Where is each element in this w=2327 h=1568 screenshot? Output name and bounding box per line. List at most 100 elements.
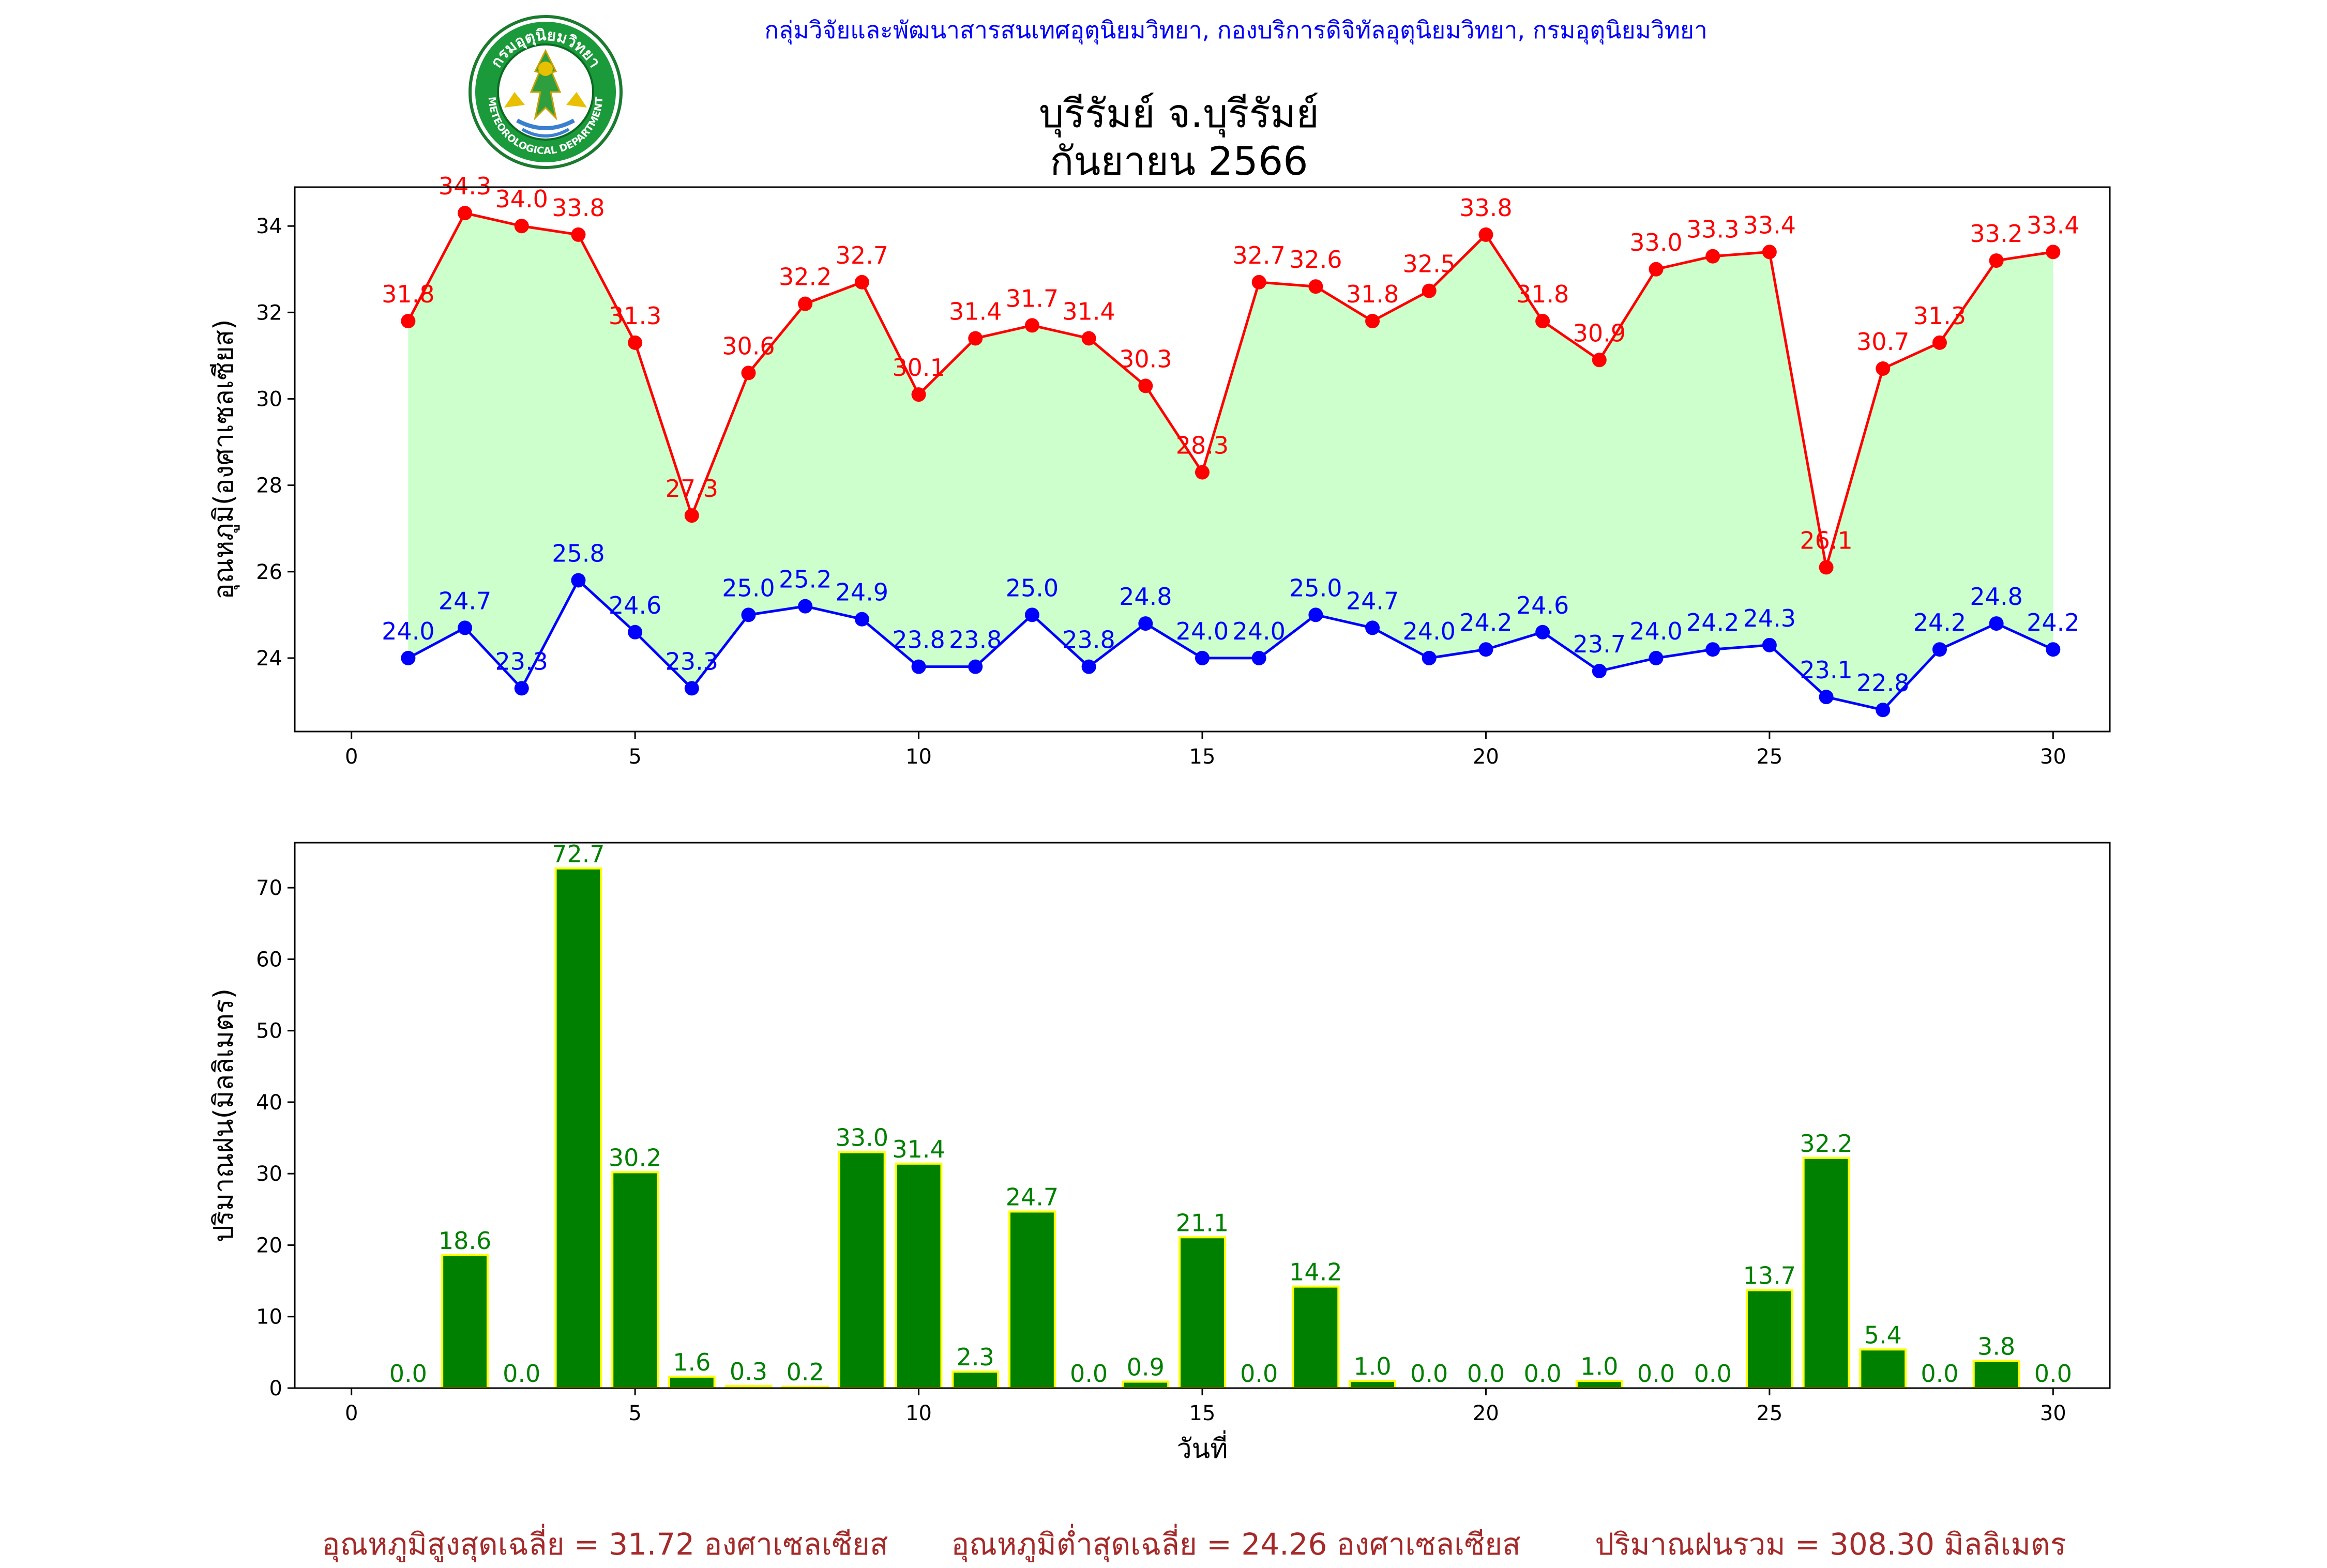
max-temp-data-label: 30.9: [1573, 319, 1626, 347]
rain-bar: [1972, 1360, 2020, 1390]
min-temp-point: [1024, 607, 1039, 622]
max-temp-point: [1819, 560, 1834, 575]
min-temp-point: [1989, 616, 2004, 631]
rainfall-chart: 0 5 10 15 20 25 30 0 10 20 30 40 50 60 70 ปริมาณฝน(มิลล…: [208, 840, 2111, 1465]
max-temp-data-label: 32.6: [1289, 246, 1342, 273]
rain-data-label: 31.4: [892, 1135, 945, 1163]
rain-data-label: 24.7: [1006, 1183, 1059, 1211]
max-temp-point: [741, 366, 756, 380]
chart-title-station: บุรีรัมย์ จ.บุรีรัมย์: [1039, 90, 1319, 136]
min-temp-point: [684, 681, 699, 696]
min-temp-data-label: 24.6: [609, 591, 661, 619]
temp-y-tick-label: 28: [256, 474, 282, 498]
rain-bar: [554, 867, 602, 1389]
rain-x-tick-label: 15: [1189, 1402, 1216, 1425]
rain-data-label: 2.3: [957, 1343, 994, 1371]
min-temp-data-label: 23.3: [495, 647, 548, 675]
max-temp-point: [1705, 249, 1720, 264]
chart-title-month: กันยายน 2566: [1050, 138, 1308, 184]
min-temp-data-label: 24.3: [1743, 604, 1796, 632]
temp-y-tick-label: 26: [256, 560, 282, 584]
min-temp-data-label: 23.8: [949, 626, 1002, 654]
min-temp-point: [2046, 642, 2061, 657]
max-temp-line: [407, 211, 2053, 568]
temp-x-tick-label: 25: [1756, 745, 1782, 769]
max-temp-data-label: 31.8: [1346, 280, 1399, 308]
rain-y-tick-label: 40: [256, 1091, 282, 1115]
rain-data-label: 1.0: [1580, 1352, 1618, 1380]
min-temp-point: [1705, 642, 1720, 657]
max-temp-point: [684, 508, 699, 523]
max-temp-data-label: 31.3: [1913, 302, 1966, 330]
rain-data-label: 33.0: [836, 1124, 888, 1152]
max-temp-point: [1989, 253, 2004, 268]
rain-x-tick-label: 5: [628, 1402, 641, 1425]
min-temp-point: [1649, 650, 1664, 665]
max-temp-data-label: 33.4: [2027, 211, 2079, 239]
max-temp-point: [1649, 262, 1664, 277]
rain-data-label: 0.0: [1694, 1360, 1732, 1388]
summary-footer: อุณหภูมิสูงสุดเฉลี่ย = 31.72 องศาเซลเซีย…: [0, 1520, 2327, 1562]
rain-data-label: 0.0: [1240, 1360, 1278, 1388]
rain-bar: [668, 1375, 716, 1389]
rain-data-label: 3.8: [1977, 1332, 2015, 1360]
min-temp-point: [1308, 607, 1323, 622]
max-temp-point: [1138, 378, 1153, 393]
max-temp-point: [798, 296, 813, 311]
max-temp-data-label: 33.8: [1459, 194, 1512, 222]
rain-data-label: 14.2: [1289, 1258, 1342, 1286]
min-temp-point: [1365, 620, 1380, 635]
rain-data-label: 0.9: [1127, 1353, 1165, 1381]
min-temp-point: [458, 620, 473, 635]
rain-bar: [1575, 1380, 1623, 1390]
rain-data-label: 0.0: [389, 1360, 427, 1388]
min-temp-data-label: 23.1: [1800, 656, 1852, 684]
temp-x-tick-label: 30: [2040, 745, 2066, 769]
min-temp-data-label: 24.2: [1913, 608, 1966, 636]
temp-x-tick-label: 5: [628, 745, 641, 769]
max-temp-point: [1535, 314, 1550, 329]
temp-y-tick-label: 32: [256, 301, 282, 325]
max-temp-point: [1422, 283, 1437, 298]
rain-data-label: 30.2: [609, 1144, 661, 1171]
min-temp-point: [1819, 690, 1834, 705]
temp-range-fill: [408, 213, 2053, 710]
rain-data-label: 0.0: [503, 1360, 540, 1388]
max-temp-data-label: 30.7: [1856, 328, 1909, 356]
max-temp-data-label: 31.7: [1006, 284, 1059, 312]
min-temp-point: [854, 612, 869, 627]
rain-bar: [1292, 1285, 1340, 1390]
max-temp-data-label: 31.4: [1062, 298, 1115, 326]
rain-x-tick-label: 10: [905, 1402, 932, 1425]
max-temp-data-label: 30.6: [722, 332, 775, 360]
rain-data-label: 0.2: [787, 1358, 824, 1386]
rain-x-tick-label: 20: [1473, 1402, 1499, 1425]
min-temp-line: [407, 578, 2054, 711]
max-temp-data-label: 34.0: [495, 185, 548, 213]
min-temp-data-label: 24.0: [1232, 617, 1285, 645]
rain-data-label: 0.0: [1467, 1360, 1505, 1388]
max-temp-point: [1308, 279, 1323, 294]
rain-bar: [611, 1171, 659, 1389]
max-temp-point: [1024, 318, 1039, 333]
rain-x-tick-label: 30: [2040, 1402, 2066, 1425]
max-temp-data-label: 28.3: [1176, 432, 1229, 460]
min-temp-data-label: 24.7: [1346, 587, 1399, 615]
rain-x-axis-label: วันที่: [1176, 1430, 1228, 1465]
rain-data-label: 0.0: [1410, 1360, 1448, 1388]
rain-bar: [1859, 1348, 1907, 1390]
min-temp-data-label: 24.0: [1403, 617, 1456, 645]
rain-plot-frame: [294, 842, 2111, 1389]
min-temp-point: [628, 625, 643, 640]
max-temp-data-label: 32.5: [1403, 250, 1456, 278]
max-temp-data-label: 31.3: [609, 302, 661, 330]
max-temp-point: [458, 206, 473, 221]
min-temp-point: [741, 607, 756, 622]
rain-bar: [441, 1254, 489, 1390]
max-temp-point: [514, 219, 529, 234]
max-temp-point: [1195, 465, 1210, 480]
max-temp-point: [1478, 227, 1493, 242]
max-temp-point: [854, 275, 869, 290]
min-temp-data-label: 24.8: [1970, 583, 2022, 611]
rain-data-label: 72.7: [552, 840, 605, 868]
